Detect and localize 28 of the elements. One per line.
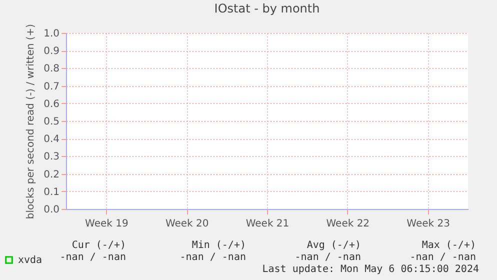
x-tick-label: Week 22: [326, 218, 370, 230]
y-tick-label: 0.3: [44, 152, 60, 163]
text: -nan / -nan: [180, 252, 246, 263]
chart-title: IOstat - by month: [214, 1, 320, 16]
text: Max (-/+): [422, 240, 476, 251]
x-tick-label: Week 20: [165, 218, 209, 230]
y-tick-label: 0.4: [44, 134, 60, 146]
x-tick-label: Week 23: [406, 218, 450, 230]
text: Avg (-/+): [306, 240, 361, 251]
text: -nan / -nan: [294, 252, 361, 263]
text: -nan / -nan: [60, 252, 126, 263]
y-tick-label: 0.8: [44, 64, 60, 75]
text: Min (-/+): [192, 240, 246, 251]
y-tick-label: 0.5: [44, 116, 60, 128]
y-tick-label: 0.1: [44, 186, 60, 198]
x-tick-label: Week 19: [85, 218, 128, 230]
x-tick-label: Week 21: [246, 218, 290, 230]
text: -nan / -nan: [410, 252, 476, 263]
y-tick-label: 0.6: [44, 98, 60, 110]
legend-label: xvda: [18, 255, 42, 266]
text: Last update: Mon May 6 06:15:00 2024: [262, 264, 479, 275]
y-tick-label: 0.9: [44, 46, 60, 58]
y-tick-label: 0.0: [44, 204, 60, 216]
y-tick-label: 1.0: [44, 28, 60, 40]
y-axis-title: blocks per second read (-) / written (+): [26, 24, 37, 220]
y-tick-label: 0.7: [44, 81, 60, 92]
text: Cur (-/+): [72, 240, 126, 251]
y-tick-label: 0.2: [44, 169, 60, 180]
